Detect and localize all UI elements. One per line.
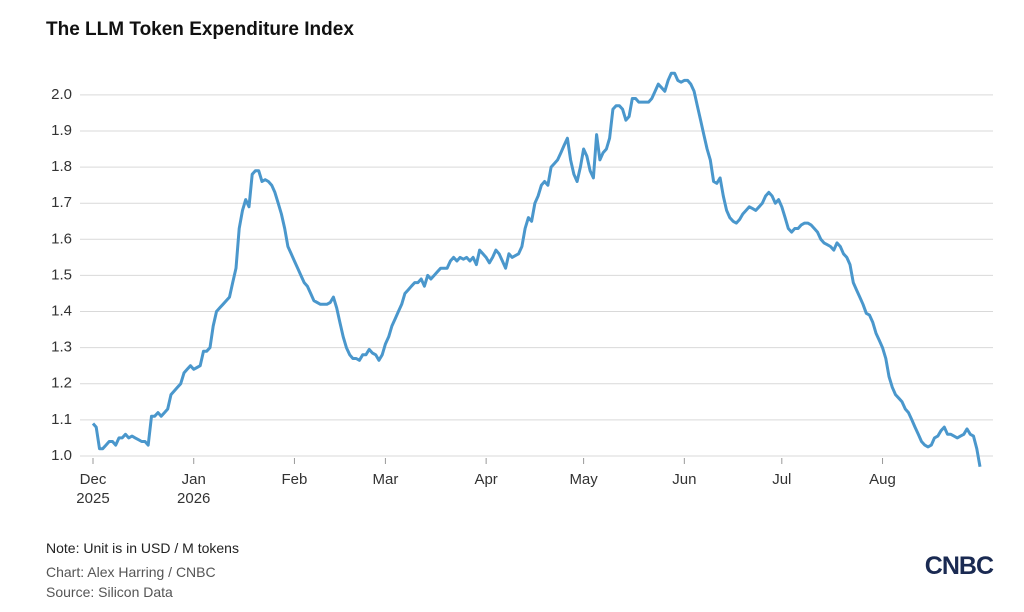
y-tick-label: 1.2 [51, 375, 72, 392]
logo: CNBC [924, 552, 994, 580]
y-tick-label: 1.0 [51, 447, 72, 464]
y-tick-label: 1.6 [51, 230, 72, 247]
y-tick-label: 1.5 [51, 266, 72, 283]
x-tick-label: Dec 2025 [76, 471, 110, 507]
y-tick-label: 1.4 [51, 302, 72, 319]
x-tick-label: Jan 2026 [177, 471, 211, 507]
y-tick-label: 1.3 [51, 339, 72, 356]
note: Note: Unit is in USD / M tokens [46, 540, 239, 556]
y-tick-label: 2.0 [51, 86, 72, 103]
x-tick-label: Jun [672, 471, 697, 488]
y-tick-label: 1.7 [51, 194, 72, 211]
x-tick-label: Mar [372, 471, 399, 488]
source: Source: Silicon Data [46, 584, 173, 600]
credit: Chart: Alex Harring / CNBC [46, 564, 216, 580]
chart-title: The LLM Token Expenditure Index [46, 19, 354, 40]
y-tick-label: 1.1 [51, 411, 72, 428]
y-tick-label: 1.9 [51, 122, 72, 139]
y-tick-label: 1.8 [51, 158, 72, 175]
x-tick-label: Apr [474, 471, 498, 488]
data-line [91, 71, 982, 468]
x-tick-label: Feb [281, 471, 308, 488]
x-tick-label: Jul [772, 471, 792, 488]
x-tick-label: May [569, 471, 598, 488]
x-tick-label: Aug [869, 471, 896, 488]
